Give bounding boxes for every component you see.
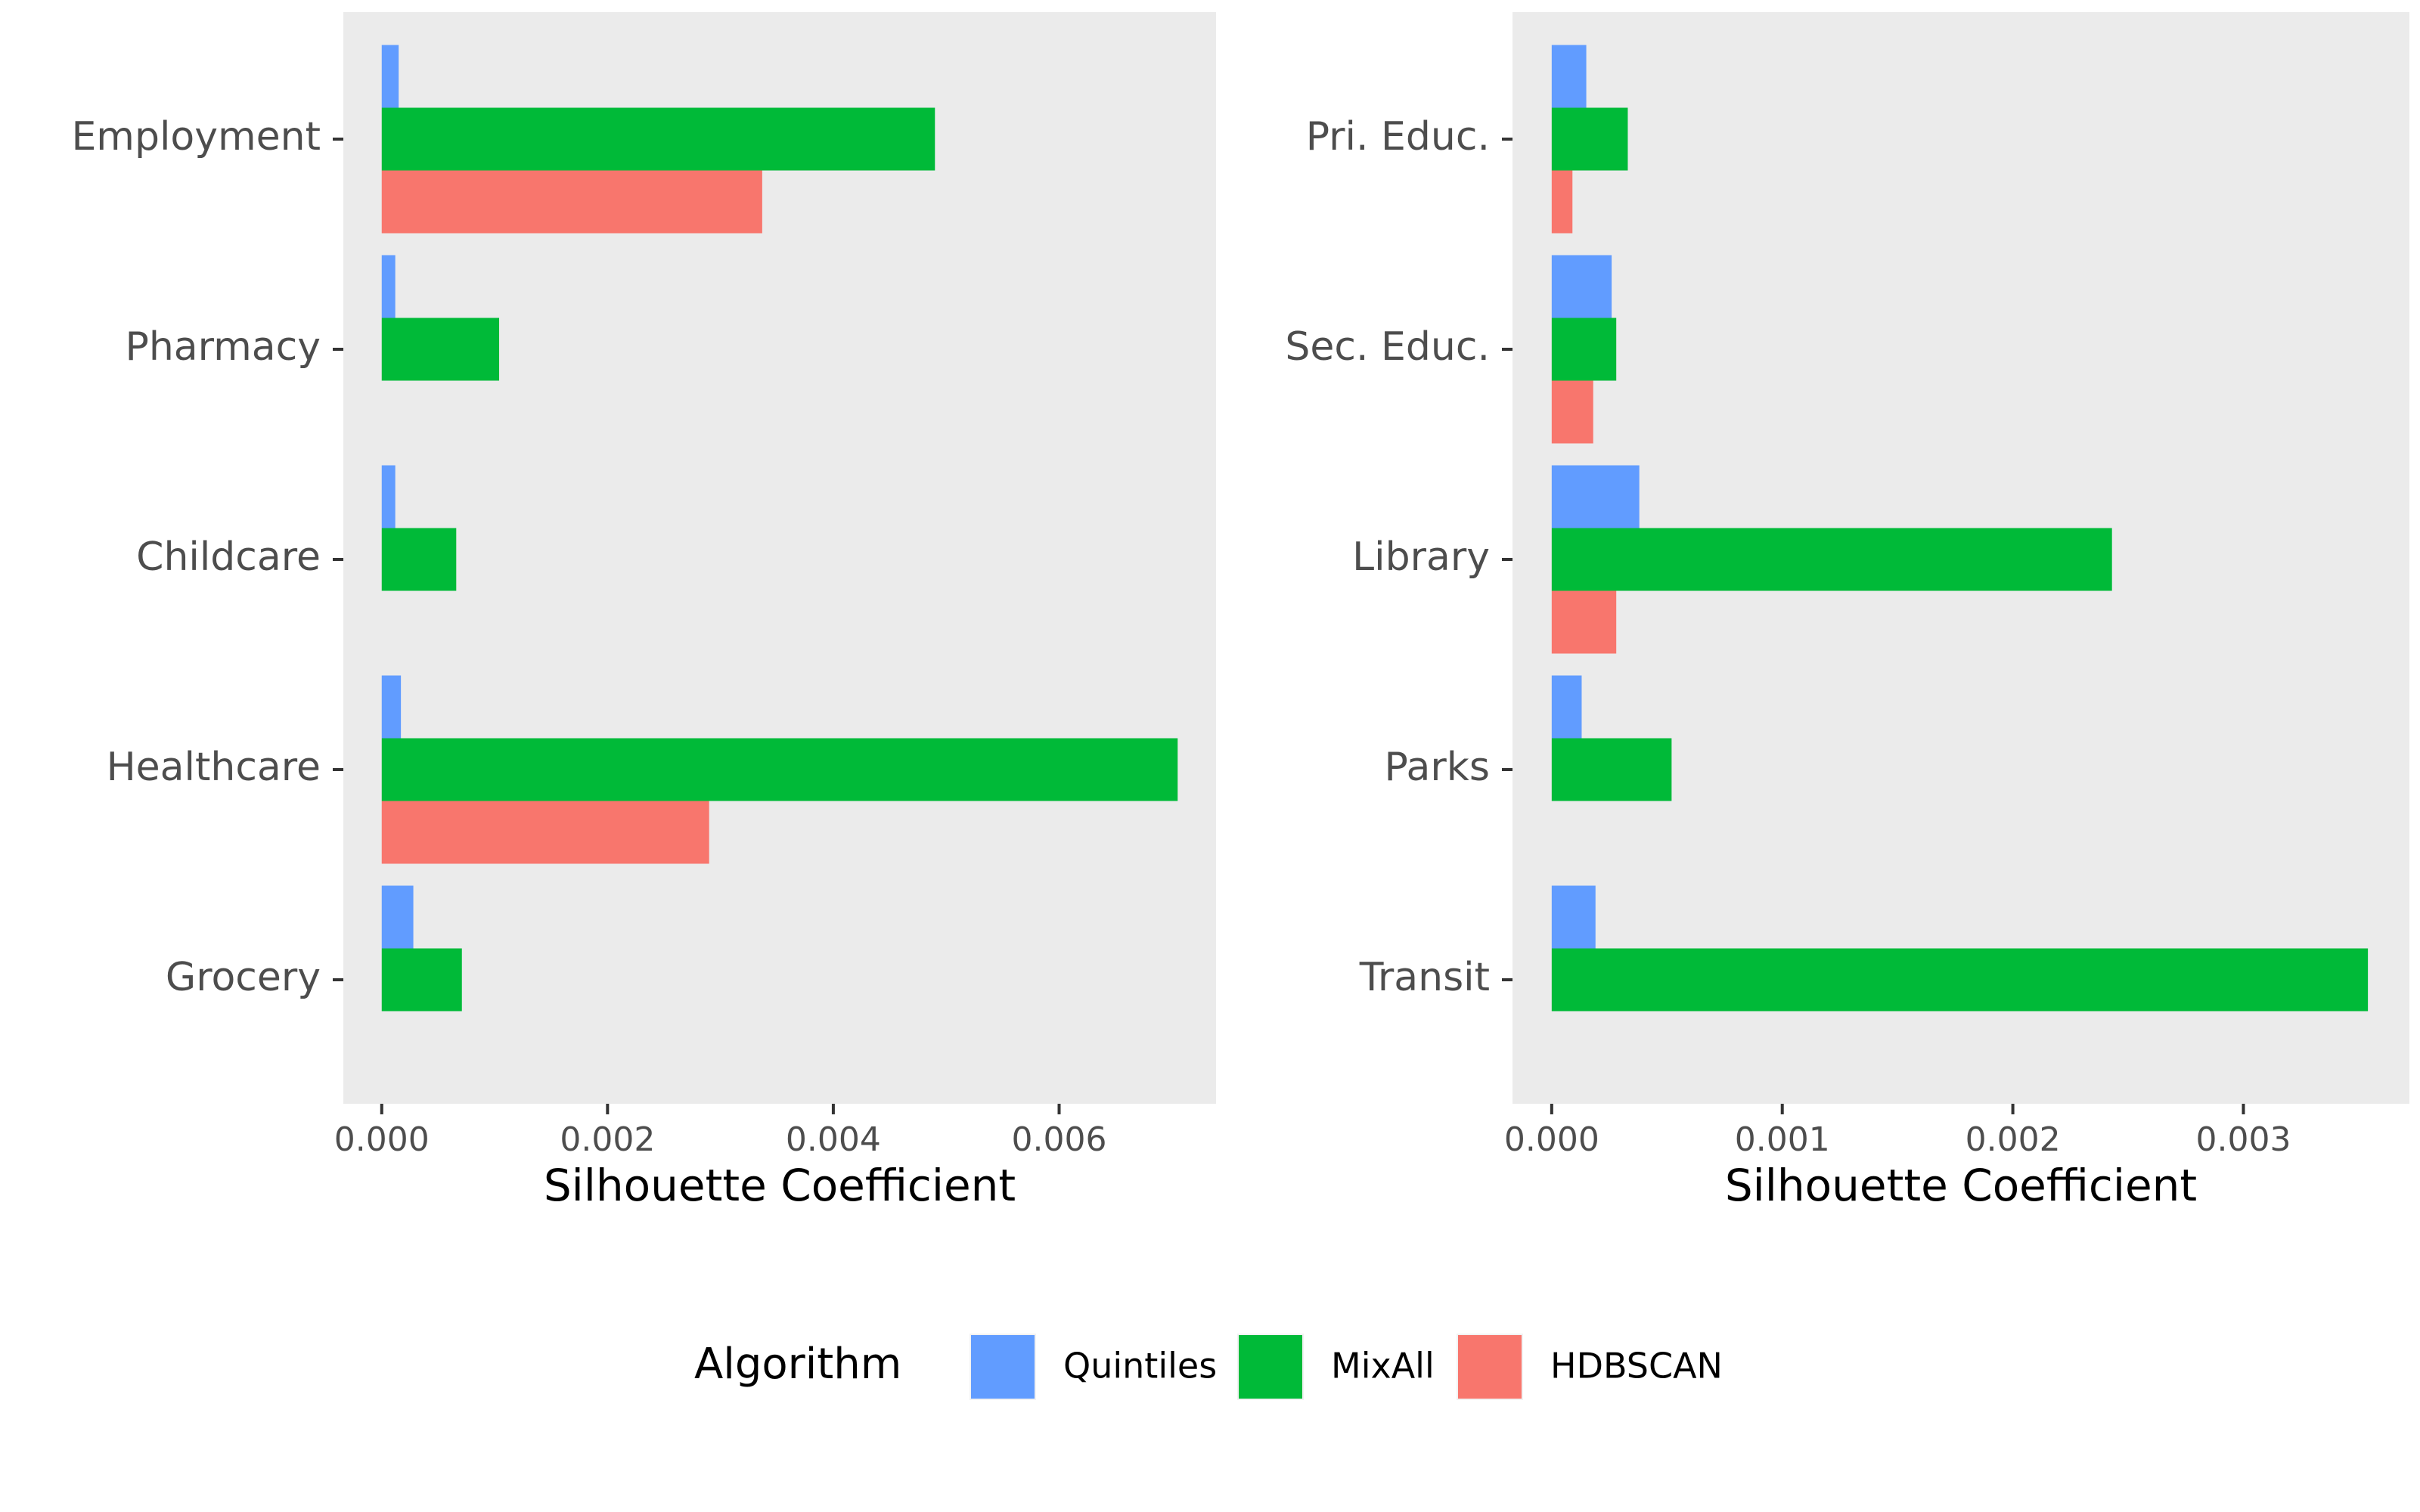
y-tick-label-sec-educ: Sec. Educ. (1285, 324, 1490, 370)
y-tick-label-parks: Parks (1385, 745, 1490, 790)
x-tick-label: 0.004 (786, 1120, 881, 1159)
x-tick-label: 0.000 (1504, 1120, 1599, 1159)
bar-quintiles-grocery (381, 885, 414, 949)
chart-panel-right: Pri. Educ. Sec. Educ. Library Parks Transit 0… (1285, 12, 2409, 1211)
legend-label-quintiles: Quintiles (1063, 1346, 1217, 1387)
x-tick-label: 0.002 (1965, 1120, 2061, 1159)
bar-hdbscan-library (1551, 590, 1617, 654)
bar-mixall-pharmacy (381, 318, 500, 381)
bar-mixall-healthcare (381, 738, 1178, 801)
bar-quintiles-pharmacy (381, 255, 396, 318)
x-tick-label: 0.006 (1012, 1120, 1107, 1159)
bar-mixall-employment (381, 107, 935, 171)
y-tick-label-pharmacy: Pharmacy (125, 324, 321, 370)
bar-quintiles-parks (1551, 675, 1582, 739)
legend-title: Algorithm (694, 1340, 901, 1389)
bar-mixall-pri-educ (1551, 107, 1628, 171)
bar-mixall-childcare (381, 528, 457, 591)
bar-hdbscan-healthcare (381, 801, 709, 864)
legend-label-mixall: MixAll (1331, 1346, 1435, 1387)
bar-hdbscan-employment (381, 170, 762, 234)
legend-swatch-hdbscan (1458, 1335, 1522, 1399)
bar-hdbscan-pri-educ (1551, 170, 1573, 234)
x-tick-label: 0.000 (334, 1120, 430, 1159)
bar-quintiles-transit (1551, 885, 1596, 949)
bar-quintiles-pri-educ (1551, 45, 1587, 108)
bar-quintiles-library (1551, 465, 1640, 528)
bar-mixall-library (1551, 528, 2112, 591)
x-tick-label: 0.003 (2195, 1120, 2291, 1159)
bar-quintiles-sec-educ (1551, 255, 1612, 318)
bar-hdbscan-sec-educ (1551, 380, 1593, 444)
y-tick-label-transit: Transit (1359, 955, 1490, 1000)
y-tick-label-grocery: Grocery (166, 955, 321, 1000)
chart-panel-left: Employment Pharmacy Childcare Healthcare Gro… (71, 12, 1216, 1211)
x-axis-title: Silhouette Coefficient (1725, 1160, 2197, 1211)
x-tick-label: 0.001 (1735, 1120, 1830, 1159)
bar-quintiles-childcare (381, 465, 396, 528)
y-tick-label-pri-educ: Pri. Educ. (1306, 114, 1490, 160)
y-tick-label-healthcare: Healthcare (107, 745, 321, 790)
y-tick-label-library: Library (1352, 534, 1490, 580)
bar-quintiles-healthcare (381, 675, 402, 739)
legend-items: Quintiles MixAll HDBSCAN (970, 1334, 1723, 1400)
legend-label-hdbscan: HDBSCAN (1550, 1346, 1723, 1387)
x-axis-title: Silhouette Coefficient (544, 1160, 1016, 1211)
bar-quintiles-employment (381, 45, 399, 108)
bar-mixall-parks (1551, 738, 1672, 801)
y-tick-label-childcare: Childcare (136, 534, 321, 580)
legend-swatch-mixall (1239, 1335, 1302, 1399)
legend-swatch-quintiles (971, 1335, 1035, 1399)
bar-mixall-grocery (381, 948, 462, 1012)
legend: Algorithm Quintiles MixAll HDBSCAN (694, 1334, 1723, 1400)
x-tick-label: 0.002 (560, 1120, 655, 1159)
bar-mixall-transit (1551, 948, 2369, 1012)
bar-mixall-sec-educ (1551, 318, 1617, 381)
y-tick-label-employment: Employment (71, 114, 321, 160)
